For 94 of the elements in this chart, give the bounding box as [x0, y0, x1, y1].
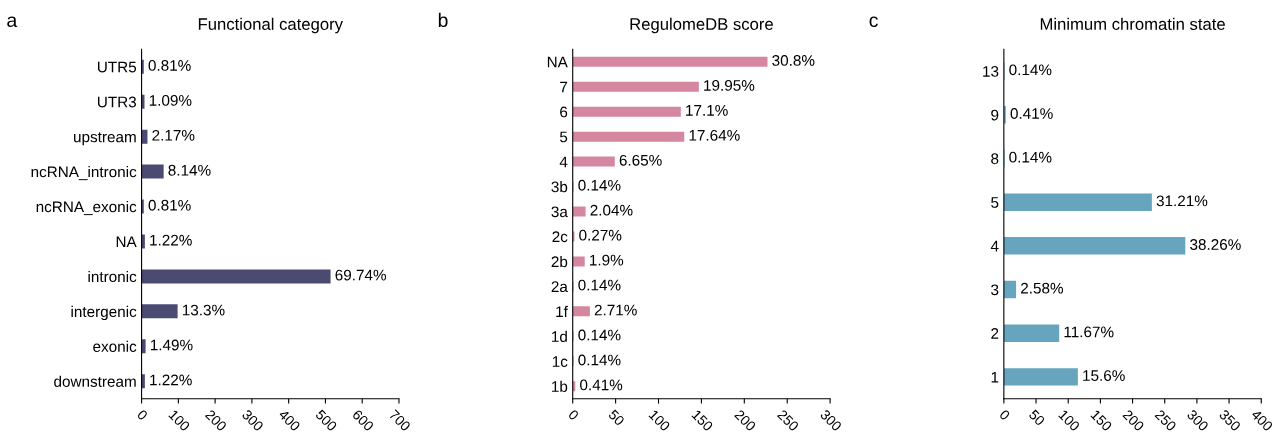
y-tick-label: ncRNA_exonic: [36, 200, 137, 216]
x-tick-label: 100: [648, 409, 671, 432]
annotation: 31.21%: [1156, 195, 1208, 207]
annotation: 0.14%: [1009, 151, 1052, 163]
y-tick-label: 1c: [552, 356, 568, 367]
y-tick-label: 5: [559, 131, 568, 143]
y-tick-label: 2b: [551, 255, 568, 268]
y-tick-label: exonic: [93, 340, 137, 352]
annotation: 0.14%: [578, 354, 621, 366]
annotation: 13.3%: [182, 304, 225, 316]
chart-title: Functional category: [198, 17, 343, 34]
x-tick-label: 100: [168, 409, 191, 432]
y-tick-label: intronic: [88, 270, 137, 283]
y-tick-label: NA: [547, 56, 568, 68]
y-tick-label: 2c: [552, 231, 568, 243]
y-tick-label: downstream: [54, 375, 136, 387]
annotation: 11.67%: [1064, 326, 1114, 338]
x-tick-label: 300: [819, 409, 843, 432]
x-tick-label: 200: [733, 409, 757, 432]
y-tick-label: UTR5: [97, 61, 137, 73]
x-tick-label: 200: [1122, 409, 1145, 432]
y-tick-label: 3: [991, 284, 999, 296]
y-tick-label: UTR3: [97, 96, 137, 108]
annotation: 0.27%: [579, 229, 622, 241]
y-tick-label: 6: [560, 106, 568, 118]
y-tick-label: 7: [560, 81, 568, 93]
annotation: 17.64%: [689, 129, 740, 141]
x-tick-label: 250: [776, 409, 800, 432]
text: b: [438, 12, 448, 28]
x-tick-label: 300: [241, 409, 265, 432]
y-tick-label: 2: [991, 328, 999, 339]
annotation: 1.9%: [590, 254, 624, 266]
x-tick-label: 100: [1058, 409, 1081, 432]
x-tick-label: 300: [1186, 409, 1210, 432]
annotation: 0.81%: [148, 60, 191, 71]
x-tick-label: 700: [388, 409, 412, 432]
x-tick-label: 400: [1250, 408, 1274, 432]
x-tick-label: 0: [567, 409, 580, 421]
annotation: 0.14%: [578, 279, 621, 291]
annotation: 2.17%: [152, 129, 195, 141]
y-tick-label: ncRNA_intronic: [31, 166, 137, 181]
annotation: 1.49%: [150, 339, 193, 351]
x-tick-label: 200: [204, 409, 228, 432]
x-tick-label: 350: [1218, 409, 1242, 432]
annotation: 2.71%: [594, 304, 637, 316]
annotation: 69.74%: [335, 269, 387, 281]
y-tick-label: 2a: [551, 281, 568, 293]
text: c: [869, 16, 878, 28]
annotation: 0.41%: [580, 379, 623, 391]
annotation: 0.14%: [578, 329, 621, 341]
x-tick-label: 0: [136, 409, 149, 421]
y-tick-label: 13: [983, 65, 999, 77]
x-tick-label: 150: [691, 409, 714, 432]
x-tick-label: 250: [1154, 409, 1177, 432]
y-tick-label: NA: [116, 236, 137, 248]
annotation: 0.41%: [1010, 108, 1053, 119]
annotation: 8.14%: [168, 164, 211, 176]
annotation: 2.58%: [1021, 282, 1064, 294]
y-tick-label: 5: [991, 197, 999, 208]
x-tick-label: 600: [351, 409, 375, 432]
x-tick-label: 0: [998, 409, 1011, 421]
text: a: [7, 16, 18, 28]
annotation: 0.14%: [578, 179, 621, 191]
x-tick-label: 400: [278, 408, 301, 432]
chart-title: Minimum chromatin state: [1040, 17, 1225, 30]
y-tick-label: 4: [559, 156, 568, 168]
y-tick-label: upstream: [74, 132, 136, 146]
x-tick-label: 50: [607, 409, 626, 427]
y-tick-label: 3b: [551, 181, 568, 193]
annotation: 17.1%: [686, 105, 728, 116]
annotation: 19.95%: [704, 80, 755, 91]
chart-title: RegulomeDB score: [630, 17, 773, 34]
y-tick-label: 1d: [552, 330, 567, 343]
y-tick-label: intergenic: [71, 305, 137, 321]
annotation: 0.14%: [1009, 64, 1052, 76]
y-tick-label: 4: [990, 240, 999, 252]
y-tick-label: 1b: [552, 380, 568, 392]
annotation: 15.6%: [1083, 370, 1125, 381]
x-tick-label: 150: [1090, 409, 1113, 432]
annotation: 0.81%: [148, 199, 191, 211]
y-tick-label: 8: [991, 153, 999, 165]
annotation: 2.04%: [590, 204, 633, 216]
x-tick-label: 50: [1028, 409, 1046, 427]
y-tick-label: 1: [991, 371, 999, 383]
annotation: 38.26%: [1190, 239, 1241, 250]
y-tick-label: 3a: [551, 206, 568, 218]
annotation: 6.65%: [619, 154, 662, 166]
annotation: 1.09%: [149, 94, 192, 106]
annotation: 30.8%: [772, 55, 815, 66]
y-tick-label: 9: [991, 109, 999, 121]
y-tick-label: 1f: [556, 305, 568, 317]
annotation: 1.22%: [150, 374, 192, 386]
x-tick-label: 500: [314, 409, 338, 432]
annotation: 1.22%: [150, 234, 192, 246]
